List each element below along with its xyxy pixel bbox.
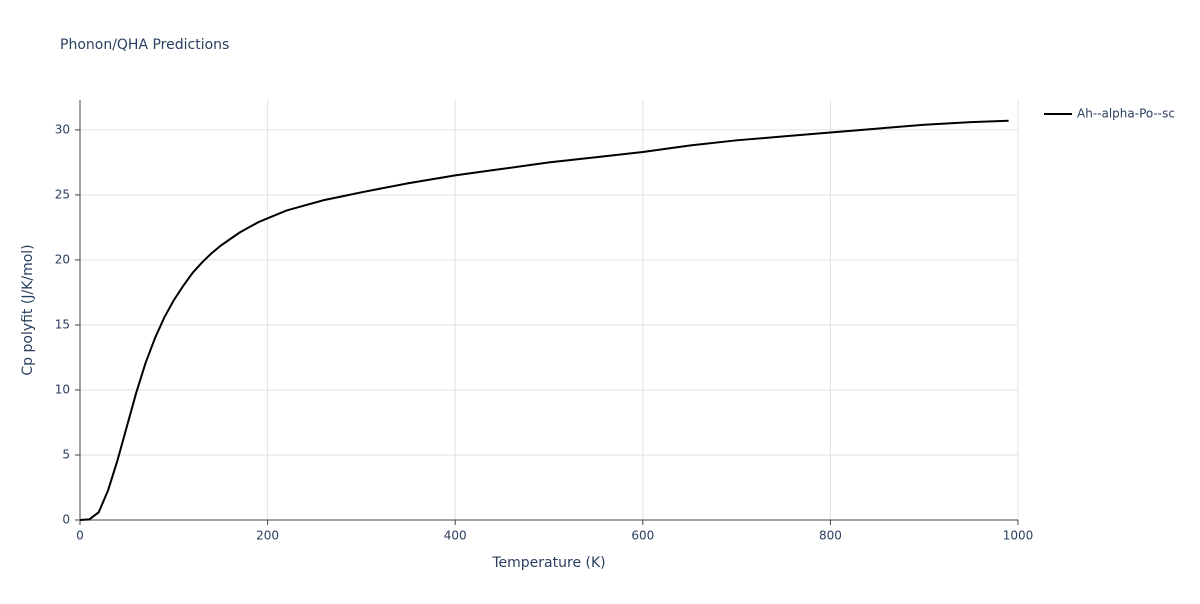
y-tick-label: 20: [55, 252, 70, 266]
y-tick-label: 25: [55, 187, 70, 201]
y-tick-label: 5: [62, 447, 70, 461]
x-tick-label: 400: [444, 529, 467, 543]
x-tick-label: 0: [76, 529, 84, 543]
y-tick-label: 30: [55, 122, 70, 136]
line: [79, 119, 1009, 521]
x-axis-label: Temperature (K): [491, 555, 605, 571]
y-tick-label: 0: [62, 513, 70, 527]
chart-title: Phonon/QHA Predictions: [60, 37, 229, 53]
x-tick-label: 200: [256, 529, 279, 543]
x-tick-label: 1000: [1003, 529, 1034, 543]
y-tick-label: 15: [55, 317, 70, 331]
legend-label: Ah--alpha-Po--sc: [1077, 107, 1175, 121]
x-tick-label: 800: [819, 529, 842, 543]
y-tick-label: 10: [55, 382, 70, 396]
x-tick-label: 600: [631, 529, 654, 543]
y-axis-label: Cp polyfit (J/K/mol): [20, 244, 36, 375]
